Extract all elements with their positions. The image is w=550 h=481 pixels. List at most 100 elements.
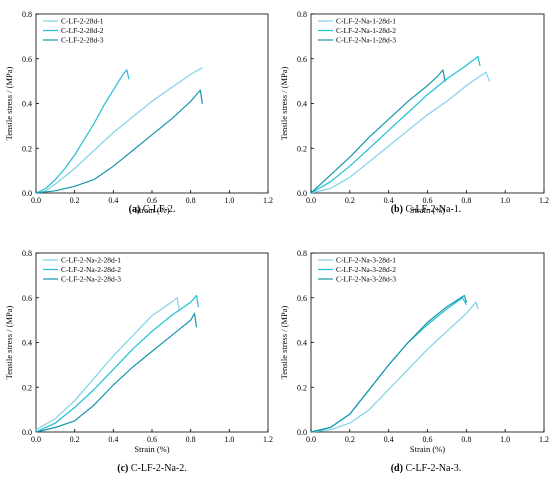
y-tick-label: 0.2 xyxy=(297,383,307,392)
x-tick-label: 0.8 xyxy=(461,196,471,205)
y-tick-label: 0.4 xyxy=(22,100,32,109)
x-tick-label: 0.0 xyxy=(31,196,41,205)
legend-a: C-LF-2-28d-1C-LF-2-28d-2C-LF-2-28d-3 xyxy=(43,17,104,45)
series-line-2 xyxy=(35,69,130,194)
x-tick-label: 0.2 xyxy=(345,196,355,205)
series-line-3 xyxy=(310,294,467,433)
legend-entry-1: C-LF-2-Na-3-28d-1 xyxy=(336,256,396,265)
x-axis-label: Strain (%) xyxy=(410,444,445,454)
series-line-3 xyxy=(310,69,446,194)
x-tick-label: 0.0 xyxy=(306,196,316,205)
series-line-3 xyxy=(35,89,203,194)
y-tick-label: 0.2 xyxy=(297,144,307,153)
y-tick-label: 0.0 xyxy=(22,189,32,198)
series-line-1 xyxy=(35,67,203,194)
panel-caption-d: (d) C-LF-2-Na-3. xyxy=(391,463,462,474)
x-tick-label: 0.2 xyxy=(70,196,80,205)
y-tick-label: 0.8 xyxy=(297,10,307,19)
caption-text: C-LF-2-Na-1. xyxy=(403,204,461,215)
x-tick-label: 0.4 xyxy=(384,435,394,444)
y-tick-label: 0.8 xyxy=(297,249,307,258)
y-axis-label: Tensile stress / (MPa) xyxy=(4,66,14,140)
series-line-2 xyxy=(310,55,481,194)
caption-text: C-LF-2-Na-3. xyxy=(403,463,461,474)
legend-entry-2: C-LF-2-Na-3-28d-2 xyxy=(336,265,396,274)
panel-caption-a: (a) C-LF-2. xyxy=(129,204,176,215)
series-line-3 xyxy=(35,312,198,433)
panel-c: 0.0 0.2 0.4 0.6 0.8 1.0 1.2 0.0 0.2 0.4 0.6 0.8 Stra… xyxy=(4,249,273,474)
legend-entry-3: C-LF-2-28d-3 xyxy=(61,36,104,45)
caption-letter: (c) xyxy=(117,463,128,474)
x-tick-label: 1.2 xyxy=(539,196,549,205)
y-tick-label: 0.2 xyxy=(22,144,32,153)
y-tick-label: 0.8 xyxy=(22,10,32,19)
caption-letter: (d) xyxy=(391,463,403,474)
y-tick-label: 0.6 xyxy=(297,294,307,303)
y-axis-label: Tensile stress / (MPa) xyxy=(279,66,289,140)
x-tick-label: 1.0 xyxy=(224,196,234,205)
legend-entry-1: C-LF-2-Na-1-28d-1 xyxy=(336,17,396,26)
x-tick-label: 0.0 xyxy=(31,435,41,444)
legend-entry-3: C-LF-2-Na-3-28d-3 xyxy=(336,275,396,284)
x-tick-label: 1.2 xyxy=(263,435,273,444)
y-tick-label: 0.0 xyxy=(297,428,307,437)
x-tick-label: 0.0 xyxy=(306,435,316,444)
legend-entry-1: C-LF-2-28d-1 xyxy=(61,17,104,26)
x-tick-label: 0.6 xyxy=(423,196,433,205)
x-tick-label: 0.8 xyxy=(186,435,196,444)
legend-c: C-LF-2-Na-2-28d-1C-LF-2-Na-2-28d-2C-LF-2… xyxy=(43,256,121,284)
panel-caption-c: (c) C-LF-2-Na-2. xyxy=(117,463,186,474)
x-tick-label: 1.2 xyxy=(263,196,273,205)
y-tick-label: 0.6 xyxy=(22,294,32,303)
series-line-1 xyxy=(310,301,479,433)
panel-b: 0.0 0.2 0.4 0.6 0.8 1.0 1.2 0.0 0.2 0.4 0.6 0.8 Stra… xyxy=(279,10,549,215)
legend-entry-2: C-LF-2-Na-1-28d-2 xyxy=(336,26,396,35)
y-axis-label: Tensile stress / (MPa) xyxy=(4,305,14,379)
y-tick-label: 0.8 xyxy=(22,249,32,258)
caption-text: C-LF-2-Na-2. xyxy=(128,463,186,474)
legend-entry-1: C-LF-2-Na-2-28d-1 xyxy=(61,256,121,265)
series-line-1 xyxy=(310,71,491,194)
series-line-2 xyxy=(35,294,199,433)
x-tick-label: 0.8 xyxy=(186,196,196,205)
y-axis-label: Tensile stress / (MPa) xyxy=(279,305,289,379)
x-axis-label: Strain (%) xyxy=(410,205,445,215)
legend-entry-2: C-LF-2-28d-2 xyxy=(61,26,104,35)
x-tick-label: 0.6 xyxy=(423,435,433,444)
caption-letter: (a) xyxy=(129,204,141,215)
legend-entry-3: C-LF-2-Na-1-28d-3 xyxy=(336,36,396,45)
x-tick-label: 0.4 xyxy=(108,435,118,444)
y-tick-label: 0.4 xyxy=(297,100,307,109)
x-tick-label: 0.6 xyxy=(147,196,157,205)
y-tick-label: 0.4 xyxy=(22,339,32,348)
x-tick-label: 1.0 xyxy=(500,196,510,205)
legend-b: C-LF-2-Na-1-28d-1C-LF-2-Na-1-28d-2C-LF-2… xyxy=(318,17,396,45)
x-tick-label: 0.2 xyxy=(70,435,80,444)
y-tick-label: 0.6 xyxy=(22,55,32,64)
x-axis-label: Strain (%) xyxy=(134,444,169,454)
y-tick-label: 0.2 xyxy=(22,383,32,392)
x-tick-label: 0.2 xyxy=(345,435,355,444)
x-tick-label: 0.8 xyxy=(461,435,471,444)
y-tick-label: 0.6 xyxy=(297,55,307,64)
series-line-1 xyxy=(35,297,180,431)
caption-letter: (b) xyxy=(391,204,403,215)
panel-a: 0.0 0.2 0.4 0.6 0.8 1.0 1.2 0.0 0.2 0.4 0.6 0.8 Stra… xyxy=(4,10,273,215)
y-tick-label: 0.0 xyxy=(22,428,32,437)
x-tick-label: 1.0 xyxy=(500,435,510,444)
x-tick-label: 0.6 xyxy=(147,435,157,444)
y-tick-label: 0.0 xyxy=(297,189,307,198)
caption-text: C-LF-2. xyxy=(140,204,175,215)
x-tick-label: 1.2 xyxy=(539,435,549,444)
x-tick-label: 1.0 xyxy=(224,435,234,444)
legend-entry-3: C-LF-2-Na-2-28d-3 xyxy=(61,275,121,284)
x-axis-label: Strain (%) xyxy=(134,205,169,215)
legend-d: C-LF-2-Na-3-28d-1C-LF-2-Na-3-28d-2C-LF-2… xyxy=(318,256,396,284)
panel-d: 0.0 0.2 0.4 0.6 0.8 1.0 1.2 0.0 0.2 0.4 0.6 0.8 Stra… xyxy=(279,249,549,474)
panel-caption-b: (b) C-LF-2-Na-1. xyxy=(391,204,462,215)
y-tick-label: 0.4 xyxy=(297,339,307,348)
legend-entry-2: C-LF-2-Na-2-28d-2 xyxy=(61,265,121,274)
x-tick-label: 0.4 xyxy=(108,196,118,205)
x-tick-label: 0.4 xyxy=(384,196,394,205)
